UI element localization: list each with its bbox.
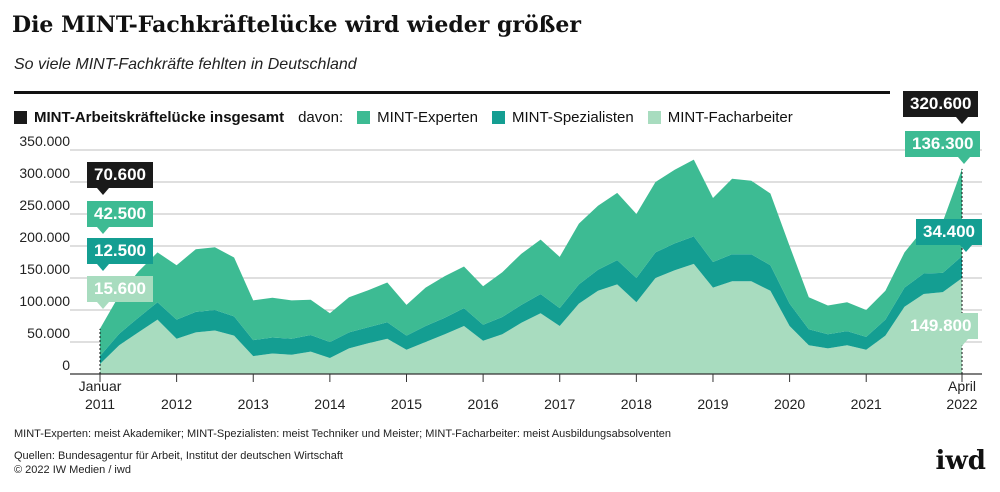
page-subtitle: So viele MINT-Fachkräfte fehlten in Deut…	[14, 56, 357, 73]
y-tick-label: 300.000	[19, 165, 70, 181]
callout-end-specialists: 34.400	[916, 219, 982, 252]
axes: Januar 2011 2012 2013 2014 2015 2016 2017 2018 20…	[70, 168, 982, 412]
y-tick-label: 350.000	[19, 133, 70, 149]
legend-label-experts: MINT-Experten	[377, 109, 478, 126]
x-tick-label: 2018	[621, 396, 652, 412]
legend-prefix: davon:	[298, 109, 344, 126]
legend-swatch-experts	[357, 111, 371, 124]
legend-swatch-total	[14, 111, 27, 124]
legend-item-experts: MINT-Experten	[357, 109, 478, 126]
y-tick-label: 50.000	[27, 325, 70, 341]
x-tick-label: 2011	[85, 396, 115, 412]
legend-label-total: MINT-Arbeitskräftelücke insgesamt	[34, 109, 285, 126]
page-title: Die MINT-Fachkräftelücke wird wieder grö…	[12, 12, 581, 38]
legend-swatch-workers	[647, 111, 661, 124]
y-tick-label: 200.000	[19, 229, 70, 245]
y-tick-label: 0	[62, 357, 70, 373]
area-experts	[100, 159, 962, 356]
y-tick-label: 250.000	[19, 197, 70, 213]
callout-end-total: 320.600	[903, 91, 979, 124]
x-tick-label: April	[948, 378, 976, 394]
callout-start-specialists: 12.500	[87, 238, 153, 271]
x-tick-label: 2022	[946, 396, 977, 412]
area-specialists	[100, 236, 962, 364]
legend-item-workers: MINT-Facharbeiter	[647, 109, 793, 126]
callout-start-experts: 42.500	[87, 201, 153, 234]
callout-start-total: 70.600	[87, 162, 153, 195]
chart-legend: MINT-Arbeitskräftelücke insgesamt davon:…	[14, 109, 807, 126]
callout-end-experts: 136.300	[905, 131, 981, 164]
legend-label-workers: MINT-Facharbeiter	[667, 109, 793, 126]
title-rule	[14, 91, 890, 94]
x-tick-label: 2013	[238, 396, 269, 412]
legend-item-total: MINT-Arbeitskräftelücke insgesamt	[14, 109, 284, 126]
area-workers	[100, 263, 962, 374]
callout-start-workers: 15.600	[87, 276, 153, 309]
legend-swatch-specialists	[492, 111, 505, 124]
y-tick-label: 100.000	[19, 293, 70, 309]
x-tick-label: 2019	[697, 396, 728, 412]
x-tick-label: 2015	[391, 396, 422, 412]
area-series	[100, 159, 962, 374]
x-tick-label: 2016	[468, 396, 499, 412]
x-tick-label: 2012	[161, 396, 192, 412]
y-tick-label: 150.000	[19, 261, 70, 277]
legend-item-specialists: MINT-Spezialisten	[492, 109, 634, 126]
footnote-copyright: © 2022 IW Medien / iwd	[14, 464, 131, 476]
x-tick-label: 2021	[851, 396, 882, 412]
iwd-logo: iwd	[935, 446, 986, 476]
x-tick-label: 2014	[314, 396, 345, 412]
x-tick-label: 2020	[774, 396, 805, 412]
x-tick-label: 2017	[544, 396, 575, 412]
stacked-area-chart: 0 50.000 100.000 150.000 200.000 250.000 300.0…	[19, 133, 982, 412]
x-tick-label: Januar	[79, 378, 122, 394]
footnote-definitions: MINT-Experten: meist Akademiker; MINT-Sp…	[14, 428, 672, 440]
callout-end-workers: 149.800	[903, 313, 979, 346]
legend-label-specialists: MINT-Spezialisten	[512, 109, 634, 126]
footnote-sources: Quellen: Bundesagentur für Arbeit, Insti…	[14, 450, 343, 462]
